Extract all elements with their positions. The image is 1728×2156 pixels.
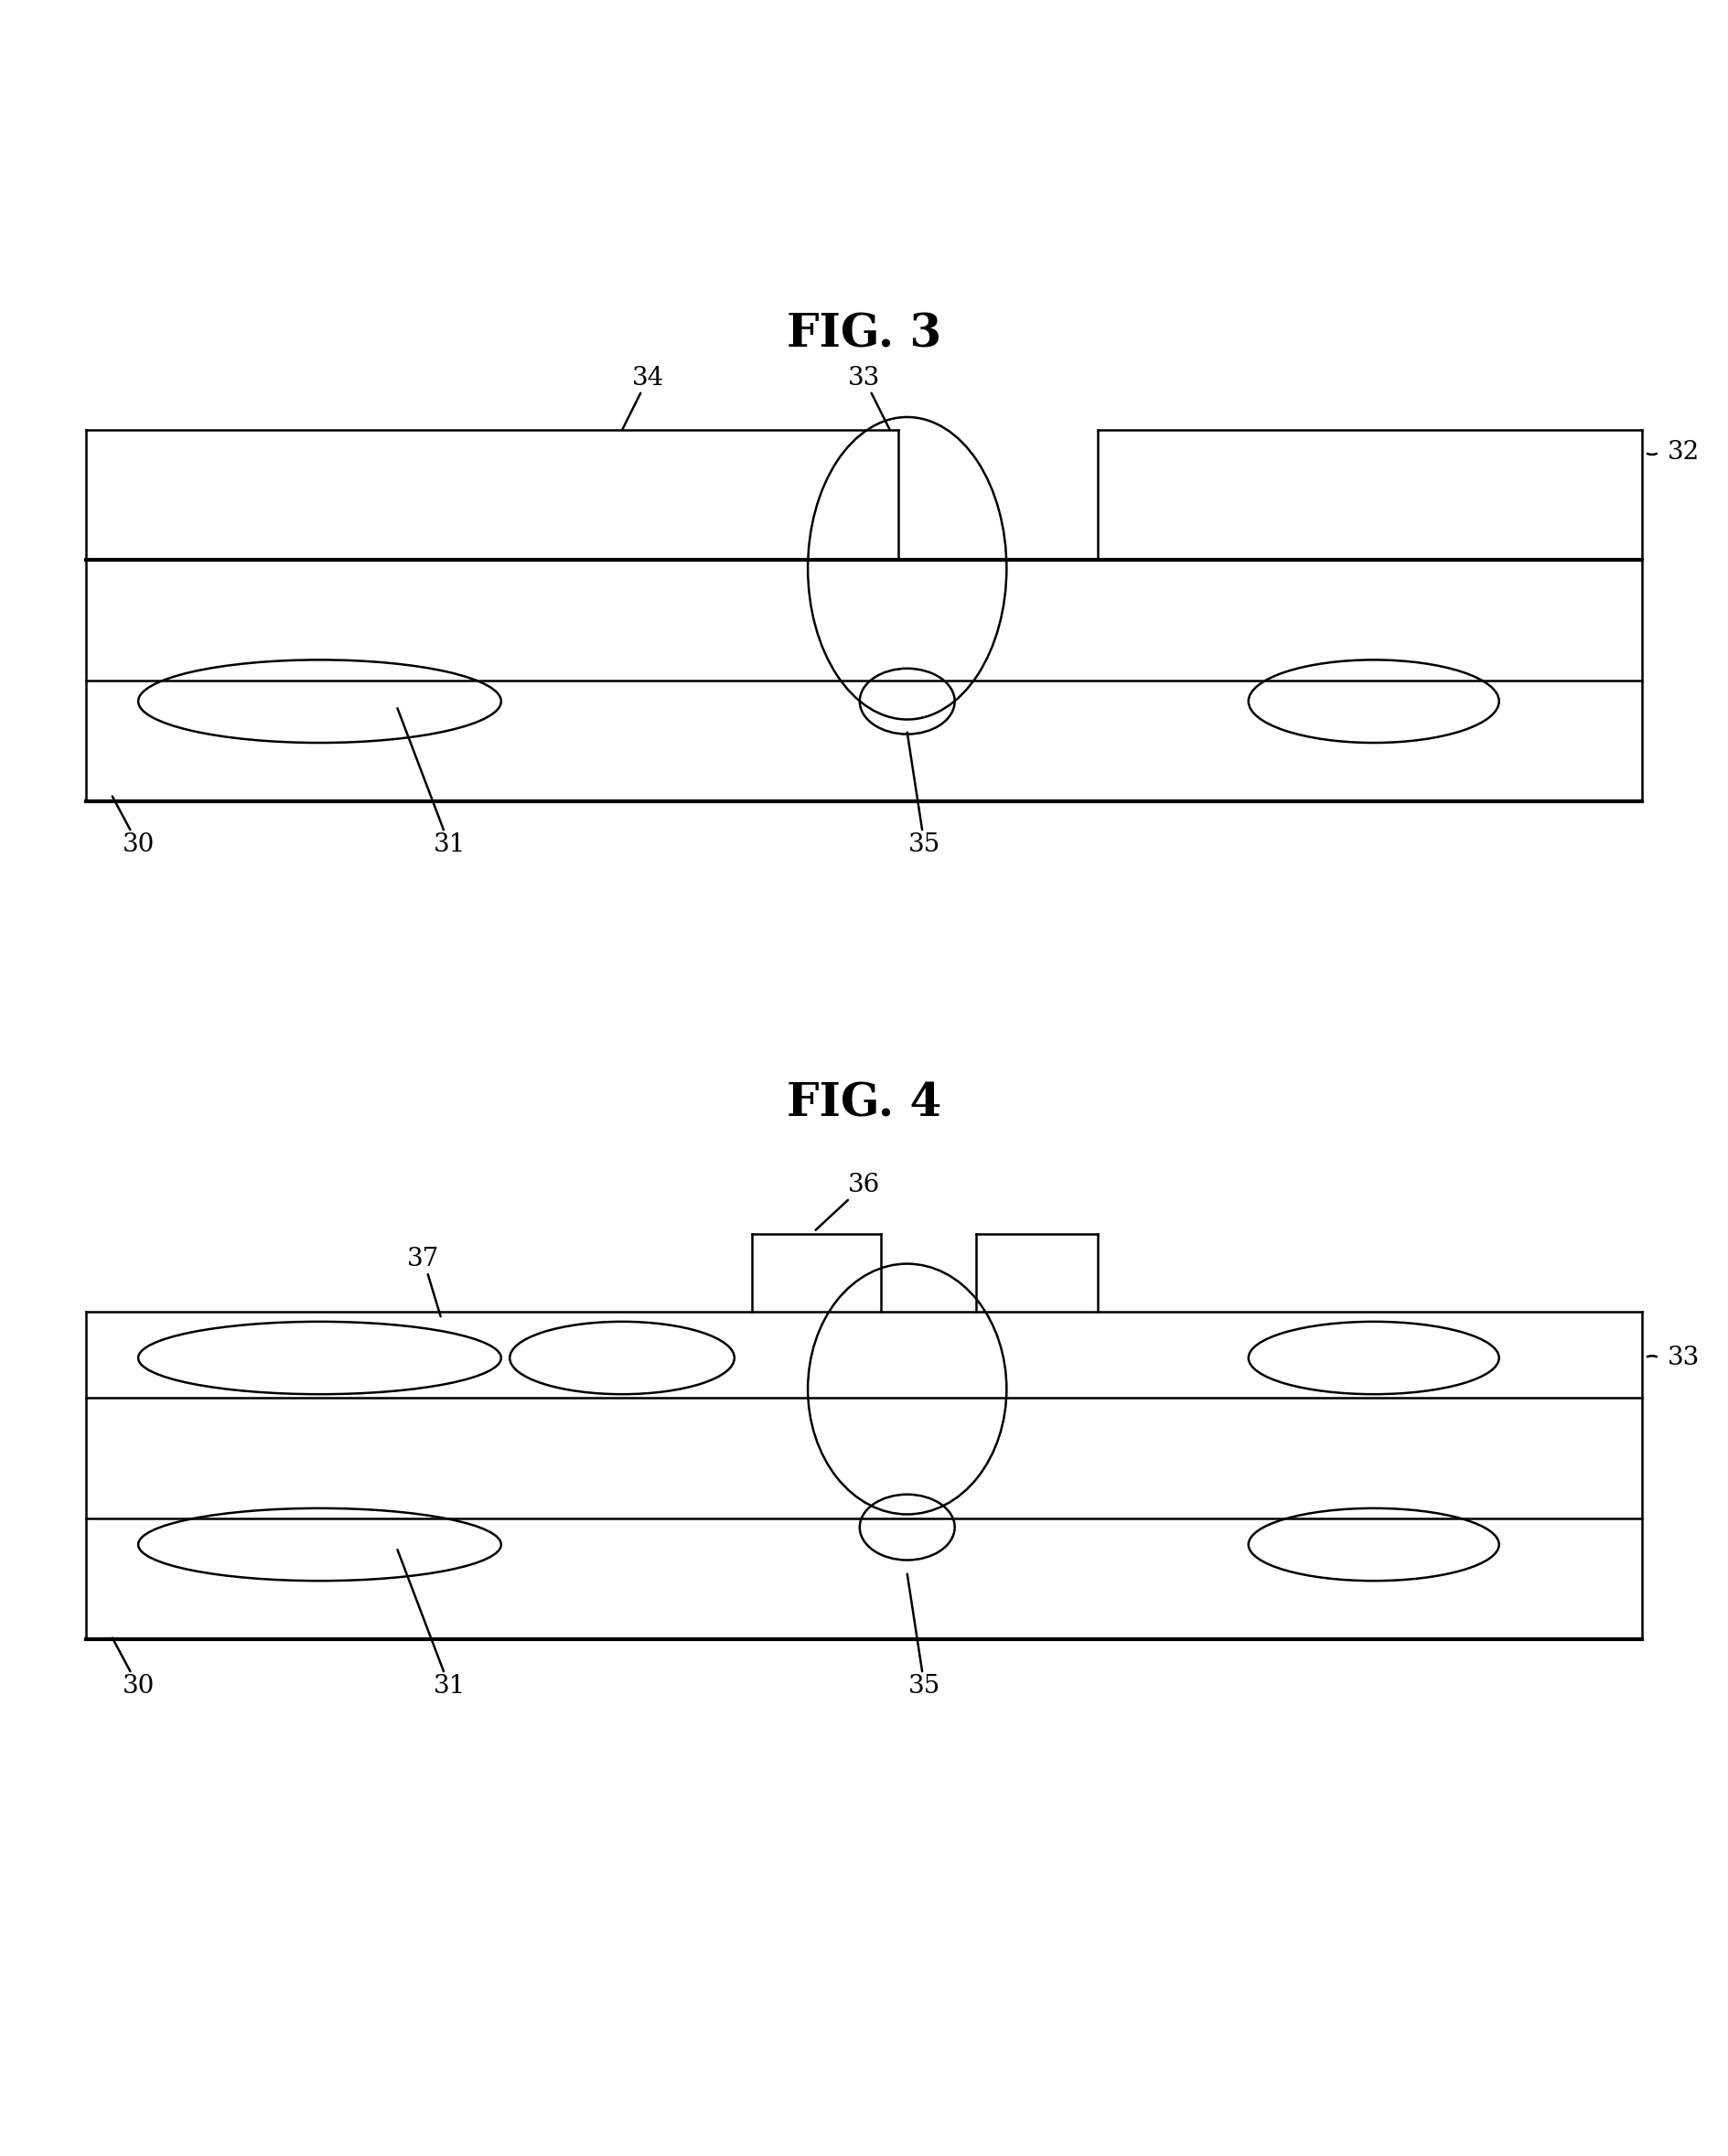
- Text: 30: 30: [112, 796, 154, 858]
- Text: 35: 35: [907, 1574, 940, 1699]
- Text: 33: 33: [848, 367, 890, 429]
- Text: 35: 35: [907, 733, 940, 858]
- Text: 36: 36: [816, 1173, 880, 1231]
- Text: 34: 34: [622, 367, 664, 429]
- Text: 31: 31: [397, 707, 465, 858]
- Text: FIG. 3: FIG. 3: [786, 313, 942, 358]
- Text: 30: 30: [112, 1639, 154, 1699]
- Text: FIG. 4: FIG. 4: [786, 1082, 942, 1125]
- Text: 33: 33: [1668, 1345, 1700, 1371]
- Text: 31: 31: [397, 1550, 465, 1699]
- Text: 37: 37: [408, 1246, 441, 1317]
- Text: 32: 32: [1668, 440, 1700, 466]
